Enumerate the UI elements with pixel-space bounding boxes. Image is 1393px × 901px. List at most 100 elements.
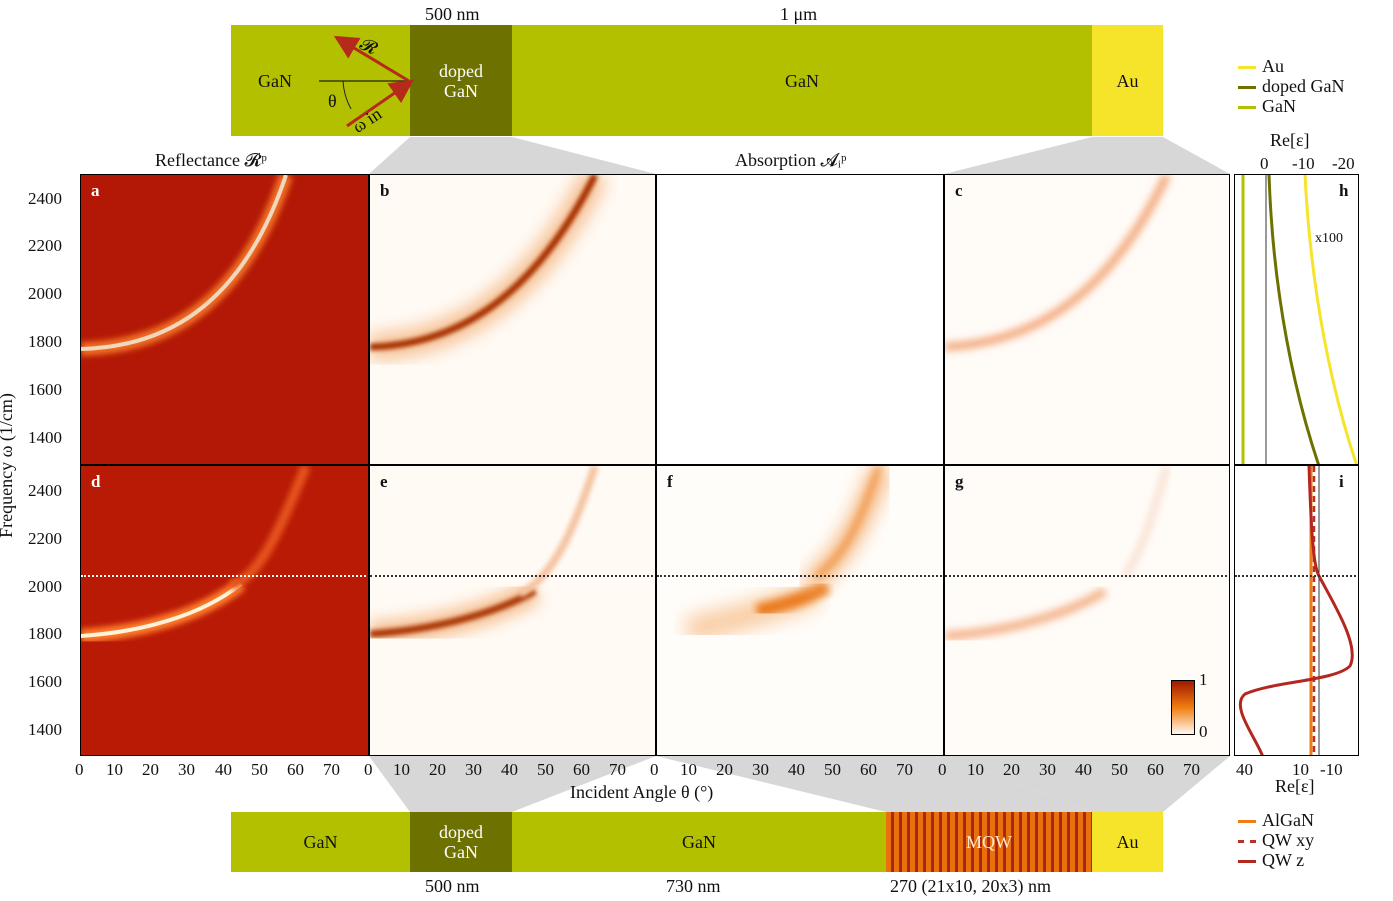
xtick-g-50: 50 [1111,760,1128,779]
theta-symbol: θ [328,91,337,111]
panel-a: a [80,174,369,465]
panel-c: c [944,174,1230,465]
top-layer-au: Au [1092,25,1163,136]
ytick-bot-2000: 2000 [28,577,62,596]
side-bot-tick-2: -10 [1320,760,1343,779]
dotted-line-g [945,575,1229,577]
colorbar [1171,680,1195,735]
bot-dim-gan: 730 nm [666,876,721,896]
side-top-tick-2: -20 [1332,154,1355,173]
bot-layer-mqw-label: MQW [966,832,1012,852]
top-layer-doped-label: doped GaN [439,60,483,101]
top-layer-gan-2-label: GaN [785,70,819,91]
xtick-a-60: 60 [287,760,304,779]
side-top-tick-1: -10 [1292,154,1315,173]
xtick-a-30: 30 [178,760,195,779]
bot-layer-au: Au [1092,812,1163,872]
panel-letter-c: c [955,181,963,200]
bot-layer-mqw: MQW [886,812,1092,872]
panel-letter-b: b [380,181,390,200]
xtick-f-50: 50 [824,760,841,779]
x-axis-label: Incident Angle θ (°) [570,782,714,802]
dotted-line-i [1235,575,1358,577]
xtick-a-50: 50 [251,760,268,779]
xtick-f-40: 40 [788,760,805,779]
panel-i: i [1234,465,1359,756]
ytick-bot-1800: 1800 [28,624,62,643]
side-top-note: x100 [1315,231,1343,246]
xtick-f-10: 10 [680,760,697,779]
xtick-b-30: 30 [465,760,482,779]
xtick-f-20: 20 [716,760,733,779]
ytick-bot-2200: 2200 [28,529,62,548]
top-layer-au-label: Au [1116,70,1139,91]
bot-layer-gan-2: GaN [512,812,886,872]
xtick-b-0: 0 [364,760,373,779]
ytick-top-2400: 2400 [28,189,62,208]
ytick-top-1600: 1600 [28,380,62,399]
panel-letter-g: g [955,472,964,491]
ytick-bot-1600: 1600 [28,672,62,691]
bot-layer-au-label: Au [1116,832,1139,852]
xtick-g-0: 0 [938,760,947,779]
xtick-f-70: 70 [896,760,913,779]
ytick-top-1400: 1400 [28,428,62,447]
panel-empty [656,174,944,465]
xtick-b-10: 10 [393,760,410,779]
panel-g: g 1 0 [944,465,1230,756]
xtick-g-20: 20 [1003,760,1020,779]
panel-letter-h: h [1339,181,1349,200]
xtick-b-20: 20 [429,760,446,779]
side-bot-tick-1: 10 [1292,760,1309,779]
panel-b: b [369,174,656,465]
xtick-a-40: 40 [215,760,232,779]
dotted-line-f [657,575,943,577]
panel-f: f [656,465,944,756]
header-reflectance: Reflectance 𝓡ᵖ [155,150,267,170]
xtick-a-70: 70 [323,760,340,779]
top-layer-doped-gan: doped GaN [410,25,512,136]
side-top-title: Re[ε] [1270,130,1310,150]
panel-d: d [80,465,369,756]
xtick-f-60: 60 [860,760,877,779]
bot-layer-gan-2-label: GaN [682,832,716,852]
ytick-top-1800: 1800 [28,332,62,351]
bot-dim-mqw: 270 (21x10, 20x3) nm [890,876,1051,896]
panel-e: e [369,465,656,756]
panel-letter-f: f [667,472,673,491]
legend-qw-z: QW z [1238,850,1304,871]
xtick-b-50: 50 [537,760,554,779]
xtick-g-70: 70 [1183,760,1200,779]
y-axis-label: Frequency ω (1/cm) [0,393,16,538]
colorbar-min: 0 [1199,722,1208,741]
ytick-top-2000: 2000 [28,284,62,303]
xtick-g-30: 30 [1039,760,1056,779]
side-top-tick-0: 0 [1260,154,1269,173]
incidence-diagram [319,35,414,128]
bot-layer-gan-1: GaN [231,812,410,872]
top-layer-gan-2: GaN [512,25,1092,136]
xtick-f-0: 0 [650,760,659,779]
xtick-g-10: 10 [967,760,984,779]
legend-algan: AlGaN [1238,810,1314,831]
xtick-a-20: 20 [142,760,159,779]
xtick-g-40: 40 [1075,760,1092,779]
xtick-b-70: 70 [609,760,626,779]
legend-qw-xy: QW xy [1238,830,1314,851]
dotted-line-d [81,575,368,577]
legend-gan: GaN [1238,96,1296,117]
bot-layer-gan-1-label: GaN [303,832,338,852]
colorbar-max: 1 [1199,670,1208,689]
top-layer-gan-1-label: GaN [258,70,292,91]
header-absorption: Absorption 𝓐ᵢᵖ [735,150,847,170]
ytick-bot-2400: 2400 [28,481,62,500]
panel-letter-a: a [91,181,100,200]
top-dim-gan: 1 μm [780,4,818,24]
xtick-g-60: 60 [1147,760,1164,779]
ytick-bot-1400: 1400 [28,720,62,739]
legend-doped-gan: doped GaN [1238,76,1344,97]
panel-letter-i: i [1339,472,1344,491]
xtick-b-40: 40 [501,760,518,779]
top-dim-doped: 500 nm [425,4,480,24]
